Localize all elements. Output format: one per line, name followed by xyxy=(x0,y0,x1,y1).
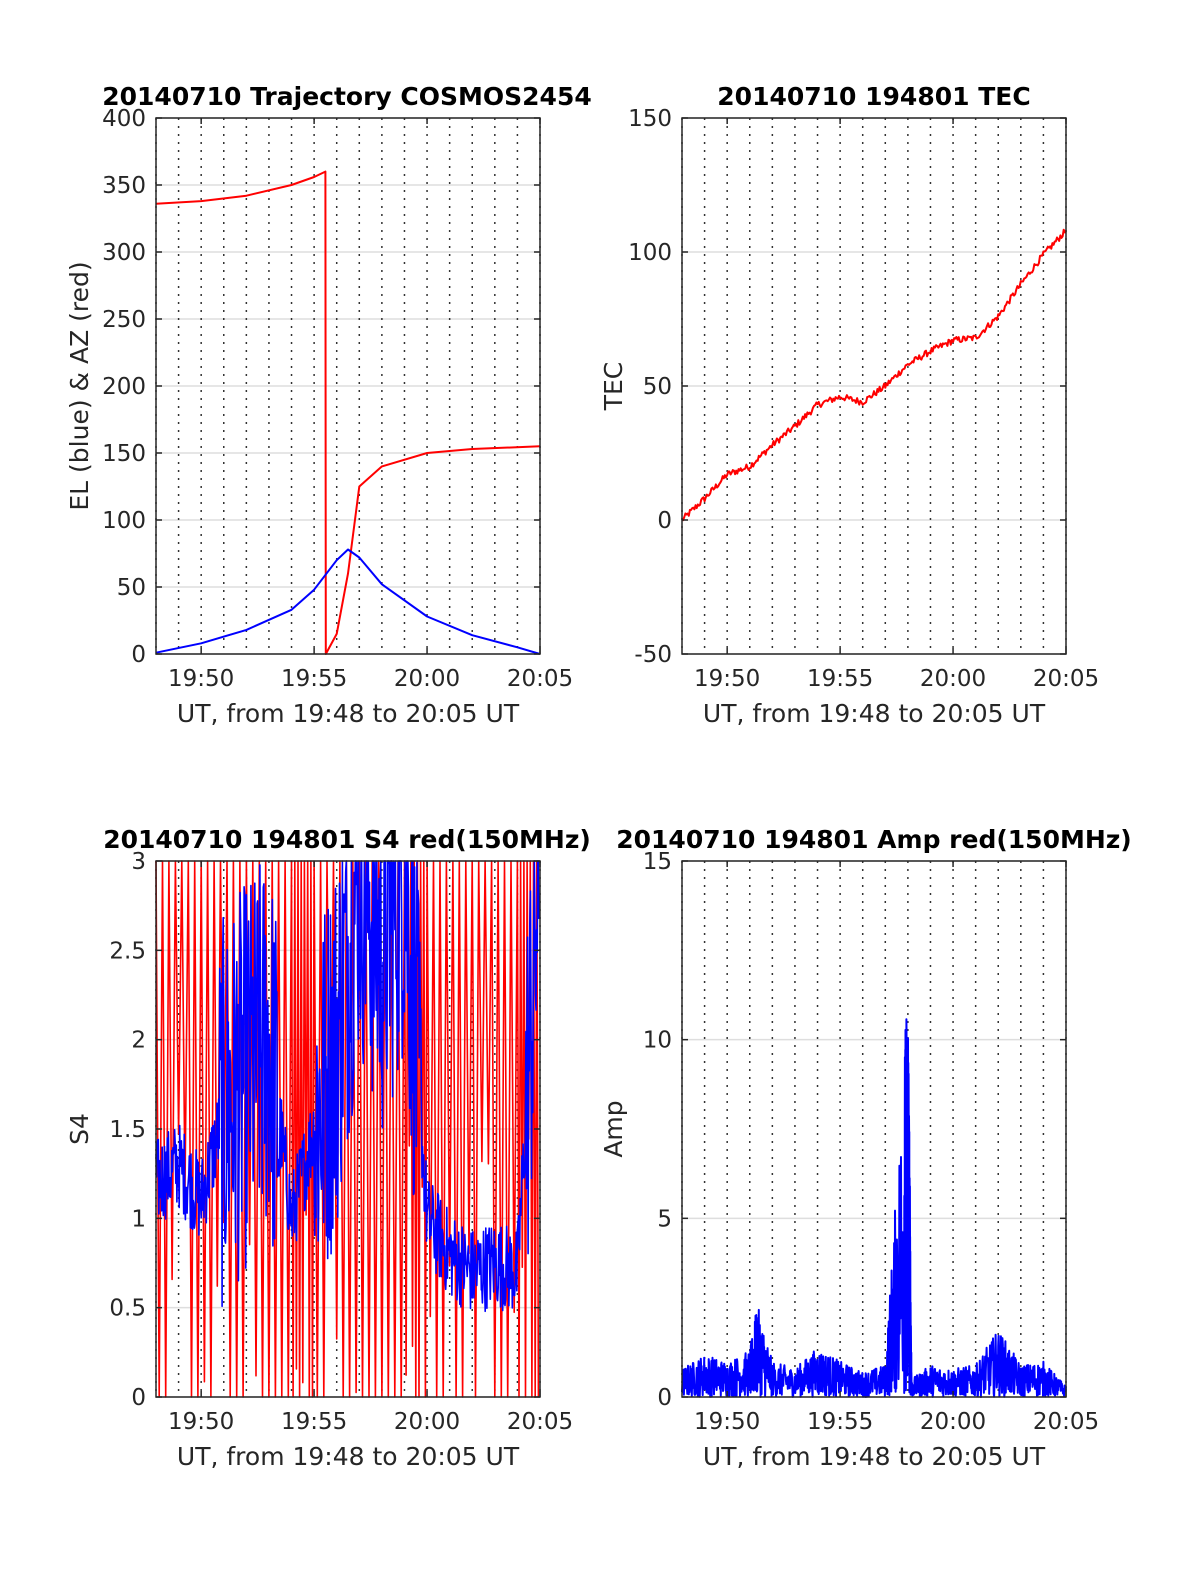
x-tick-label: 19:55 xyxy=(281,666,347,692)
y-tick-label: 0 xyxy=(657,1385,672,1411)
x-tick-label: 20:00 xyxy=(920,1409,986,1435)
x-tick-label: 20:05 xyxy=(1033,1409,1099,1435)
chart-title: 20140710 194801 Amp red(150MHz) xyxy=(616,825,1132,854)
y-tick-label: 200 xyxy=(102,374,146,400)
series-line-s1 xyxy=(681,1018,1067,1398)
y-tick-label: 2 xyxy=(131,1028,146,1054)
chart-title: 20140710 194801 TEC xyxy=(717,82,1030,111)
plot-area-4 xyxy=(682,861,1066,1397)
x-tick-label: 20:00 xyxy=(920,666,986,692)
y-tick-label: 3 xyxy=(131,849,146,875)
y-tick-label: 0 xyxy=(131,1385,146,1411)
series-line-s1 xyxy=(155,860,540,1398)
series-line-s2 xyxy=(155,860,541,1313)
x-tick-label: 20:05 xyxy=(507,1409,573,1435)
y-tick-label: 1.5 xyxy=(109,1117,146,1143)
x-axis-label: UT, from 19:48 to 20:05 UT xyxy=(177,1442,520,1471)
x-tick-label: 19:50 xyxy=(168,1409,234,1435)
axes-frame xyxy=(681,860,1067,1398)
y-tick-label: 1 xyxy=(131,1206,146,1232)
x-tick-label: 19:55 xyxy=(807,666,873,692)
y-tick-label: 150 xyxy=(628,106,672,132)
x-tick-label: 20:00 xyxy=(394,666,460,692)
y-tick-label: 50 xyxy=(117,575,146,601)
y-axis-label: S4 xyxy=(65,1113,94,1145)
y-tick-label: 300 xyxy=(102,240,146,266)
y-tick-label: 10 xyxy=(643,1028,672,1054)
x-tick-label: 19:55 xyxy=(807,1409,873,1435)
y-tick-label: 0.5 xyxy=(109,1296,146,1322)
x-tick-label: 20:00 xyxy=(394,1409,460,1435)
x-axis-label: UT, from 19:48 to 20:05 UT xyxy=(177,699,520,728)
y-tick-label: 5 xyxy=(657,1206,672,1232)
y-axis-label: EL (blue) & AZ (red) xyxy=(65,261,94,510)
y-tick-label: 400 xyxy=(102,106,146,132)
x-tick-label: 19:50 xyxy=(694,1409,760,1435)
y-tick-label: -50 xyxy=(634,642,672,668)
x-tick-label: 19:55 xyxy=(281,1409,347,1435)
y-axis-label: Amp xyxy=(599,1100,628,1157)
x-axis-label: UT, from 19:48 to 20:05 UT xyxy=(703,1442,1046,1471)
series-line-el xyxy=(155,548,541,655)
series-line-az xyxy=(155,170,541,655)
x-tick-label: 20:05 xyxy=(507,666,573,692)
y-tick-label: 100 xyxy=(102,508,146,534)
x-tick-label: 20:05 xyxy=(1033,666,1099,692)
x-axis-label: UT, from 19:48 to 20:05 UT xyxy=(703,699,1046,728)
y-axis-label: TEC xyxy=(599,362,628,412)
y-tick-label: 150 xyxy=(102,441,146,467)
x-tick-label: 19:50 xyxy=(694,666,760,692)
series-line-tec xyxy=(681,228,1067,522)
y-tick-label: 50 xyxy=(643,374,672,400)
chart-title: 20140710 Trajectory COSMOS2454 xyxy=(102,82,592,111)
y-tick-label: 0 xyxy=(131,642,146,668)
y-tick-label: 100 xyxy=(628,240,672,266)
chart-title: 20140710 194801 S4 red(150MHz) xyxy=(103,825,591,854)
y-tick-label: 250 xyxy=(102,307,146,333)
x-tick-label: 19:50 xyxy=(168,666,234,692)
y-tick-label: 0 xyxy=(657,508,672,534)
y-tick-label: 15 xyxy=(643,849,672,875)
y-tick-label: 350 xyxy=(102,173,146,199)
y-tick-label: 2.5 xyxy=(109,938,146,964)
